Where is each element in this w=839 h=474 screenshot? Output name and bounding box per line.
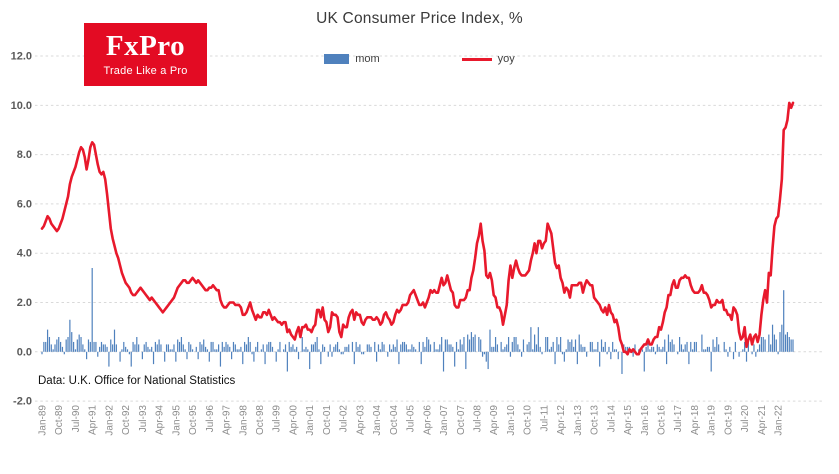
svg-text:Jan-01: Jan-01 <box>305 405 316 436</box>
svg-text:Apr-12: Apr-12 <box>556 405 567 435</box>
yoy-line-series <box>40 101 795 356</box>
legend-item-yoy: yoy <box>461 53 515 65</box>
chart-legend: mom yoy <box>0 52 839 66</box>
svg-text:2.0: 2.0 <box>17 297 32 309</box>
svg-text:Apr-06: Apr-06 <box>422 405 433 435</box>
svg-text:Apr-97: Apr-97 <box>222 405 233 435</box>
svg-text:Jul-17: Jul-17 <box>673 405 684 433</box>
svg-text:Jul-90: Jul-90 <box>71 405 82 433</box>
svg-text:Jul-93: Jul-93 <box>138 405 149 433</box>
svg-text:Jan-95: Jan-95 <box>171 405 182 436</box>
svg-text:Apr-21: Apr-21 <box>757 405 768 435</box>
svg-text:Jan-22: Jan-22 <box>774 405 785 436</box>
svg-text:Apr-15: Apr-15 <box>623 405 634 435</box>
svg-text:Oct-10: Oct-10 <box>523 405 534 435</box>
legend-label-mom: mom <box>355 53 380 65</box>
svg-text:Oct-16: Oct-16 <box>657 405 668 435</box>
svg-text:Jul-05: Jul-05 <box>406 405 417 433</box>
svg-text:Jan-98: Jan-98 <box>238 405 249 436</box>
svg-text:Jul-11: Jul-11 <box>539 405 550 432</box>
svg-text:10.0: 10.0 <box>11 100 32 112</box>
svg-text:Jan-07: Jan-07 <box>439 405 450 436</box>
svg-text:0.0: 0.0 <box>17 346 32 358</box>
svg-text:12.0: 12.0 <box>11 51 32 63</box>
svg-text:Jan-10: Jan-10 <box>506 405 517 436</box>
svg-text:Oct-92: Oct-92 <box>121 405 132 435</box>
svg-text:Apr-00: Apr-00 <box>288 405 299 435</box>
x-axis-labels: Jan-89 Oct-89 Jul-90 Apr-91 Jan-92 Oct-92 Jul-… <box>38 405 785 436</box>
svg-text:Jan-13: Jan-13 <box>573 405 584 436</box>
svg-text:Jul-96: Jul-96 <box>205 405 216 433</box>
svg-text:Oct-04: Oct-04 <box>389 405 400 435</box>
svg-text:Oct-01: Oct-01 <box>322 405 333 435</box>
svg-text:Jul-14: Jul-14 <box>606 405 617 433</box>
svg-text:Oct-07: Oct-07 <box>456 405 467 435</box>
svg-text:Apr-94: Apr-94 <box>155 405 166 435</box>
legend-item-mom: mom <box>324 53 380 65</box>
y-axis-labels: 12.0 10.0 8.0 6.0 4.0 2.0 0.0 -2.0 <box>11 51 32 408</box>
svg-text:Apr-09: Apr-09 <box>489 405 500 435</box>
data-source-note: Data: U.K. Office for National Statistic… <box>38 375 236 387</box>
svg-text:Jan-19: Jan-19 <box>707 405 718 436</box>
svg-text:Jul-08: Jul-08 <box>472 405 483 433</box>
svg-text:6.0: 6.0 <box>17 198 32 210</box>
svg-text:Jan-04: Jan-04 <box>372 405 383 436</box>
legend-label-yoy: yoy <box>497 53 515 65</box>
svg-text:Jan-16: Jan-16 <box>640 405 651 436</box>
svg-text:Oct-89: Oct-89 <box>54 405 65 435</box>
svg-text:Jan-89: Jan-89 <box>38 405 49 436</box>
svg-text:Oct-13: Oct-13 <box>590 405 601 435</box>
fxpro-logo: FxPro Trade Like a Pro <box>84 23 207 86</box>
svg-text:Jan-92: Jan-92 <box>104 405 115 436</box>
mom-swatch-icon <box>324 54 350 64</box>
svg-text:Jul-20: Jul-20 <box>740 405 751 433</box>
chart-title: UK Consumer Price Index, % <box>316 10 523 27</box>
svg-text:Oct-19: Oct-19 <box>723 405 734 435</box>
svg-text:Oct-98: Oct-98 <box>255 405 266 435</box>
svg-text:Apr-91: Apr-91 <box>88 405 99 435</box>
svg-text:Jul-02: Jul-02 <box>339 405 350 433</box>
svg-text:8.0: 8.0 <box>17 149 32 161</box>
svg-text:-2.0: -2.0 <box>13 396 32 408</box>
svg-text:Oct-95: Oct-95 <box>188 405 199 435</box>
svg-text:4.0: 4.0 <box>17 248 32 260</box>
svg-text:Jul-99: Jul-99 <box>272 405 283 433</box>
svg-text:Apr-03: Apr-03 <box>355 405 366 435</box>
svg-text:Apr-18: Apr-18 <box>690 405 701 435</box>
fxpro-logo-brand: FxPro <box>105 30 186 62</box>
fxpro-logo-tagline: Trade Like a Pro <box>103 65 188 77</box>
mom-bars-series <box>41 268 794 374</box>
yoy-swatch-icon <box>461 57 492 61</box>
